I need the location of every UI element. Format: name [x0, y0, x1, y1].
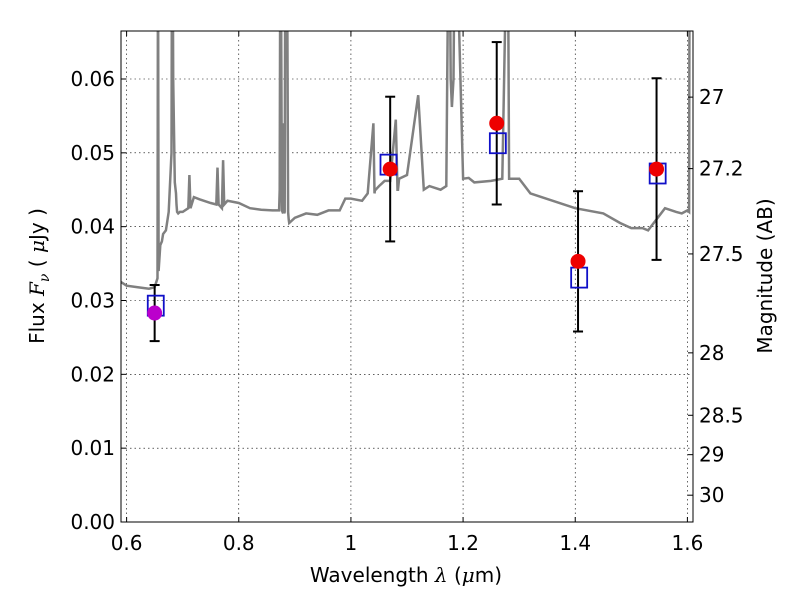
y-tick-label: 0.00	[70, 510, 115, 534]
magnitude-tick-label: 27.5	[699, 242, 744, 266]
observed-point	[147, 305, 163, 321]
y-tick-label: 0.02	[70, 362, 115, 386]
spectrum-line	[121, 31, 691, 290]
plot-frame	[120, 30, 694, 523]
magnitude-tick-label: 28	[699, 341, 724, 365]
y-tick-label: 0.01	[70, 436, 115, 460]
y-tick-label: 0.05	[70, 141, 115, 165]
x-tick-label: 1	[345, 531, 358, 555]
magnitude-tick-label: 30	[699, 483, 724, 507]
x-tick-label: 0.6	[111, 531, 143, 555]
y-tick-label: 0.06	[70, 67, 115, 91]
y-axis-label: Flux Fν ( μJy )	[25, 208, 53, 344]
magnitude-axis-label: Magnitude (AB)	[753, 198, 777, 353]
model-point	[488, 132, 507, 155]
observed-points	[147, 115, 665, 321]
x-tick-label: 1.2	[447, 531, 479, 555]
error-bars	[149, 41, 662, 343]
magnitude-tick-labels: 27 27.2 27.5 28 28.5 29 30	[699, 85, 744, 507]
y-tick-labels: 0.00 0.01 0.02 0.03 0.04 0.05 0.06	[70, 67, 115, 534]
y-tick-label: 0.04	[70, 215, 115, 239]
observed-point	[489, 115, 505, 131]
observed-point	[382, 161, 398, 177]
magnitude-tick-label: 28.5	[699, 403, 744, 427]
magnitude-tick-label: 27.2	[699, 157, 744, 181]
magnitude-tick-label: 27	[699, 85, 724, 109]
model-points	[146, 132, 667, 317]
x-tick-label: 0.8	[223, 531, 255, 555]
magnitude-tick-label: 29	[699, 443, 724, 467]
observed-point	[649, 161, 665, 177]
observed-point	[570, 253, 586, 269]
x-tick-label: 1.6	[671, 531, 703, 555]
model-point	[570, 266, 589, 289]
grid-lines	[121, 31, 693, 523]
axis-ticks	[121, 31, 693, 523]
y-tick-label: 0.03	[70, 288, 115, 312]
x-tick-label: 1.4	[559, 531, 591, 555]
x-axis-label: Wavelength λ (μm)	[310, 563, 502, 587]
x-tick-labels: 0.6 0.8 1 1.2 1.4 1.6	[111, 531, 704, 555]
spectrum-layer	[121, 31, 691, 290]
